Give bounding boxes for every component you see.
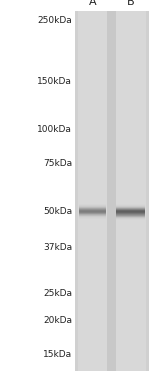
- Text: 250kDa: 250kDa: [37, 16, 72, 25]
- Text: A: A: [88, 0, 96, 7]
- Text: 150kDa: 150kDa: [37, 76, 72, 86]
- Text: 15kDa: 15kDa: [43, 350, 72, 359]
- Text: 50kDa: 50kDa: [43, 207, 72, 216]
- Text: 75kDa: 75kDa: [43, 159, 72, 168]
- Text: 37kDa: 37kDa: [43, 243, 72, 252]
- Text: B: B: [127, 0, 134, 7]
- Text: 25kDa: 25kDa: [43, 289, 72, 298]
- Bar: [116, 11, 146, 371]
- Bar: [78, 11, 106, 371]
- Text: 100kDa: 100kDa: [37, 124, 72, 134]
- Bar: [106, 11, 116, 371]
- Bar: [75, 11, 148, 371]
- Text: 20kDa: 20kDa: [43, 316, 72, 325]
